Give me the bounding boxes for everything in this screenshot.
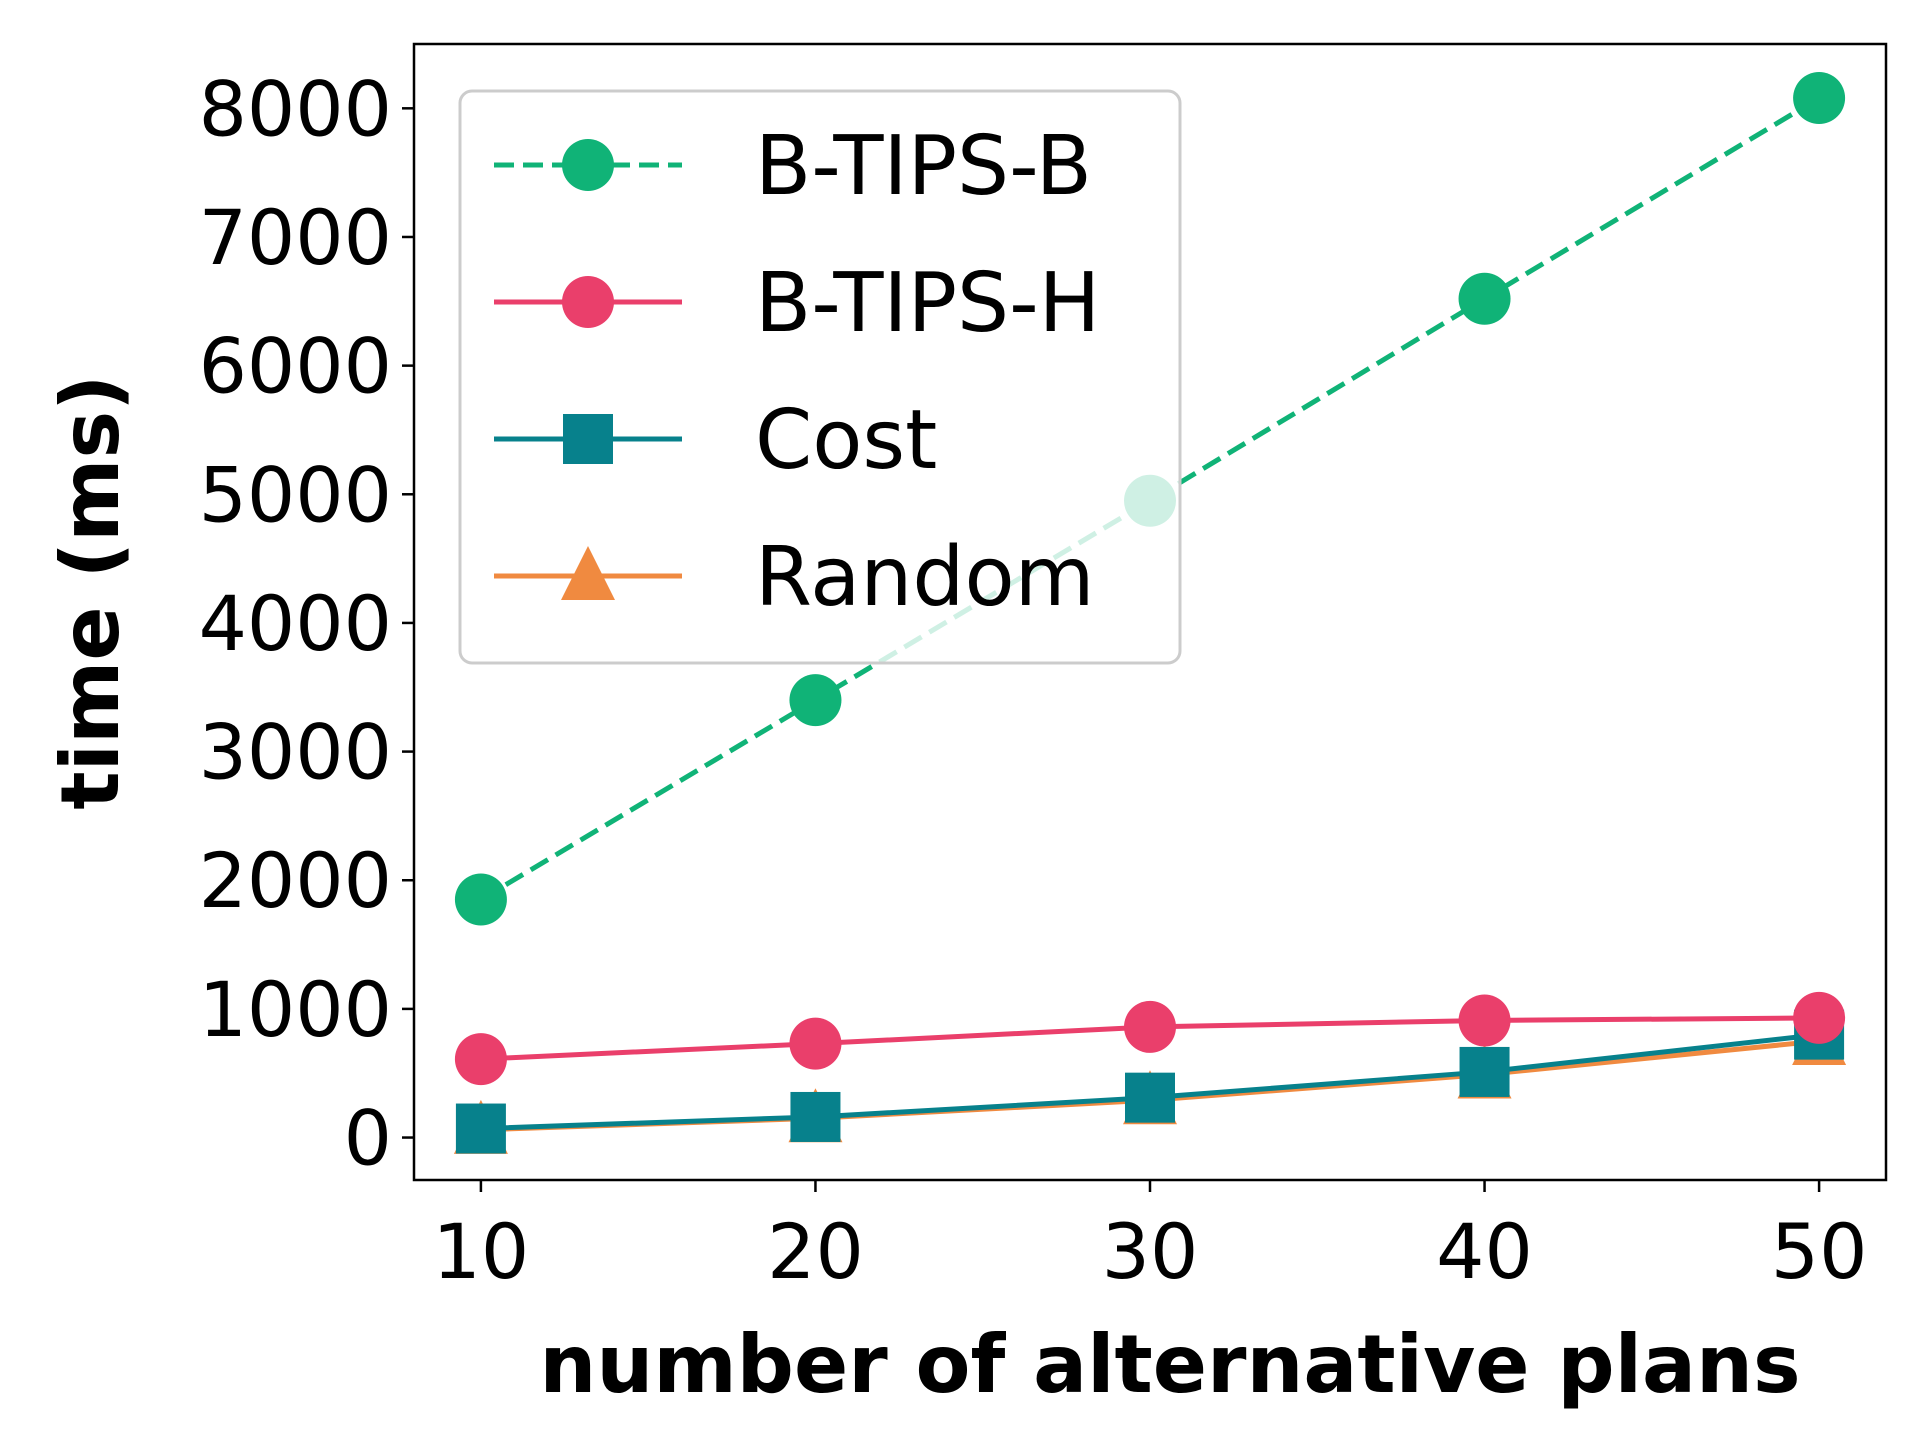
x-tick-label: 20 (767, 1207, 864, 1296)
y-tick-label: 0 (344, 1094, 392, 1183)
data-point (789, 674, 842, 727)
axes: 10 20 30 40 50 0 1000 2000 3000 4000 5000 6000 7000 8… (199, 42, 1888, 1296)
legend-entry-b-tips-h: B-TIPS-H (494, 256, 1100, 351)
legend: B-TIPS-B B-TIPS-H Cost Random (458, 89, 1182, 665)
data-point (1793, 991, 1846, 1044)
data-point (1458, 272, 1511, 325)
data-point (1793, 72, 1846, 125)
data-point (455, 1103, 506, 1154)
y-tick-label: 6000 (199, 322, 392, 411)
y-axis-title: time (ms) (44, 374, 137, 809)
y-tick-label: 4000 (199, 579, 392, 668)
data-point (454, 1033, 507, 1086)
data-point (1124, 1000, 1176, 1053)
legend-entry-random: Random (494, 530, 1095, 625)
legend-entry-cost: Cost (494, 393, 937, 488)
legend-box (458, 89, 1182, 665)
data-point (789, 1017, 842, 1070)
y-tick-label: 5000 (199, 450, 392, 539)
legend-entry-b-tips-b: B-TIPS-B (494, 119, 1092, 214)
legend-label: Cost (755, 393, 937, 488)
y-tick-label: 2000 (199, 836, 392, 925)
x-tick-label: 30 (1102, 1207, 1199, 1296)
x-tick-label: 50 (1771, 1207, 1868, 1296)
series-b-tips-h (454, 991, 1846, 1086)
y-tick-label: 7000 (199, 193, 392, 282)
y-tick-label: 1000 (199, 965, 392, 1054)
legend-marker (562, 276, 614, 328)
legend-label: Random (755, 530, 1095, 625)
data-point (1459, 1046, 1510, 1097)
y-tick-label: 8000 (199, 64, 392, 153)
y-tick-label: 3000 (199, 708, 392, 797)
legend-marker (562, 139, 614, 191)
data-point (454, 873, 507, 926)
x-axis-title: number of alternative plans (539, 1318, 1800, 1411)
legend-label: B-TIPS-B (755, 119, 1092, 214)
data-point (790, 1091, 841, 1142)
x-tick-label: 10 (433, 1207, 530, 1296)
legend-label: B-TIPS-H (755, 256, 1100, 351)
data-point (1125, 1072, 1175, 1123)
legend-marker (563, 414, 613, 464)
x-tick-label: 40 (1436, 1207, 1533, 1296)
legend-marker (561, 546, 615, 600)
plot-series (453, 72, 1847, 1154)
data-point (1458, 994, 1511, 1047)
